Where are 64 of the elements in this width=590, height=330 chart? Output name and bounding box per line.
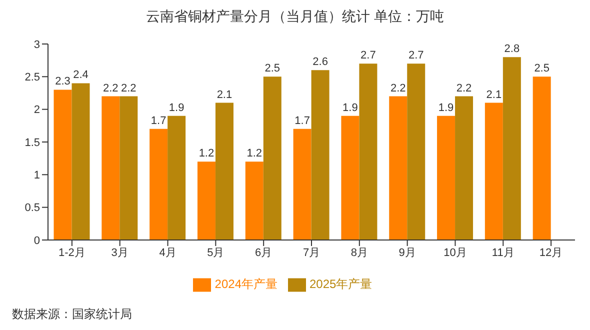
bar	[389, 96, 408, 240]
bar	[54, 90, 72, 240]
data-label: 2.2	[456, 82, 472, 94]
x-tick-label: 6月	[255, 246, 272, 259]
data-label: 1.9	[438, 102, 454, 114]
data-label: 1.9	[168, 102, 184, 114]
bar	[293, 128, 312, 240]
data-label: 2.4	[73, 69, 88, 82]
data-label: 1.2	[246, 148, 262, 160]
bar	[72, 83, 90, 240]
bar	[102, 96, 120, 240]
bar	[150, 128, 168, 240]
x-tick-label: 7月	[302, 246, 320, 259]
y-tick-label: 1.5	[24, 136, 40, 149]
data-label: 2.1	[216, 88, 232, 101]
bar	[120, 96, 138, 240]
y-tick-label: 2	[34, 104, 40, 116]
bar	[215, 102, 234, 240]
x-tick-label: 12月	[539, 246, 563, 259]
data-label: 2.7	[408, 50, 424, 62]
data-label: 2.2	[390, 82, 406, 94]
x-tick-label: 3月	[111, 246, 128, 259]
bar	[455, 96, 474, 240]
data-label: 2.8	[504, 43, 520, 56]
x-tick-label: 5月	[207, 246, 224, 259]
x-tick-label: 8月	[350, 246, 368, 259]
bar	[245, 162, 264, 240]
bar	[532, 76, 551, 240]
x-tick-label: 9月	[398, 246, 416, 259]
data-label: 1.7	[150, 114, 166, 127]
x-tick-label: 1-2月	[58, 246, 86, 259]
y-tick-label: 0	[34, 234, 40, 247]
data-label: 1.7	[294, 114, 310, 127]
bar	[263, 76, 282, 240]
data-label: 2.5	[264, 62, 280, 75]
data-label: 2.5	[534, 62, 550, 75]
bar	[437, 116, 456, 240]
y-tick-label: 0.5	[24, 202, 40, 214]
x-tick-label: 4月	[159, 246, 176, 259]
legend-label: 2024年产量	[214, 277, 278, 292]
bar	[484, 102, 503, 240]
data-label: 1.2	[198, 148, 214, 160]
data-label: 2.3	[55, 76, 70, 88]
y-tick-label: 3	[34, 38, 40, 51]
y-tick-label: 1	[34, 170, 40, 182]
y-tick-label: 2.5	[24, 72, 40, 84]
data-label: 2.1	[486, 88, 502, 101]
data-label: 1.9	[342, 102, 358, 114]
source-note: 数据来源：国家统计局	[12, 306, 132, 323]
bar	[407, 64, 426, 240]
legend-label: 2025年产量	[310, 277, 372, 292]
x-tick-label: 10月	[444, 246, 467, 259]
bar	[168, 116, 186, 240]
bar	[311, 70, 330, 240]
data-label: 2.6	[312, 56, 328, 68]
bar	[341, 116, 360, 240]
chart-title: 云南省铜材产量分月（当月值）统计 单位：万吨	[145, 8, 445, 26]
data-label: 2.2	[121, 82, 136, 94]
data-label: 2.7	[360, 50, 376, 62]
bar	[502, 57, 521, 240]
bar	[359, 64, 378, 240]
x-tick-label: 11月	[492, 246, 514, 259]
bar	[197, 162, 216, 240]
data-label: 2.2	[103, 82, 118, 94]
